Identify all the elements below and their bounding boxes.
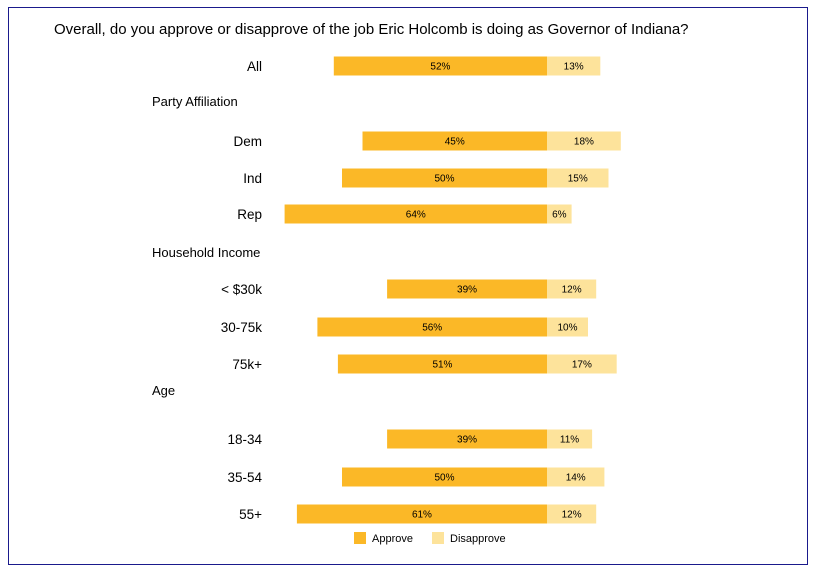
approve-bar <box>317 317 547 337</box>
disapprove-bar <box>547 204 572 224</box>
approve-bar <box>284 204 547 224</box>
legend-swatch-approve <box>354 532 366 544</box>
group-label: Household Income <box>152 245 260 260</box>
disapprove-bar <box>547 317 588 337</box>
approve-bar <box>342 168 547 188</box>
disapprove-value-label: 13% <box>564 62 584 73</box>
approve-value-label: 50% <box>434 174 454 185</box>
approve-value-label: 61% <box>412 510 432 521</box>
approve-bar <box>296 504 547 524</box>
group-label: Age <box>152 383 175 398</box>
category-label: < $30k <box>221 282 262 297</box>
category-label: 35-54 <box>227 470 262 485</box>
category-label: 30-75k <box>221 320 263 335</box>
legend-label-approve: Approve <box>372 533 413 545</box>
category-label: 75k+ <box>232 357 262 372</box>
category-label: 55+ <box>239 507 262 522</box>
disapprove-value-label: 15% <box>568 174 588 185</box>
disapprove-bar <box>547 504 597 524</box>
disapprove-value-label: 18% <box>574 137 594 148</box>
disapprove-value-label: 12% <box>562 285 582 296</box>
legend-swatch-disapprove <box>432 532 444 544</box>
approve-value-label: 39% <box>457 435 477 446</box>
disapprove-bar <box>547 354 617 374</box>
approve-value-label: 50% <box>434 473 454 484</box>
disapprove-bar <box>547 56 601 76</box>
disapprove-bar <box>547 168 609 188</box>
approve-bar <box>362 131 547 151</box>
category-label: 18-34 <box>227 432 262 447</box>
group-label: Party Affiliation <box>152 94 238 109</box>
legend-label-disapprove: Disapprove <box>450 533 506 545</box>
disapprove-bar <box>547 467 605 487</box>
approve-value-label: 56% <box>422 323 442 334</box>
disapprove-value-label: 17% <box>572 360 592 371</box>
disapprove-bar <box>547 131 621 151</box>
approve-bar <box>342 467 547 487</box>
approve-value-label: 52% <box>430 62 450 73</box>
chart-frame <box>8 7 808 565</box>
disapprove-value-label: 12% <box>562 510 582 521</box>
approve-bar <box>387 429 547 449</box>
approve-value-label: 39% <box>457 285 477 296</box>
disapprove-bar <box>547 279 597 299</box>
approve-value-label: 64% <box>406 210 426 221</box>
disapprove-bar <box>547 429 593 449</box>
disapprove-value-label: 11% <box>560 435 579 446</box>
approve-value-label: 51% <box>432 360 452 371</box>
category-label: Dem <box>233 134 262 149</box>
disapprove-value-label: 6% <box>552 210 567 221</box>
approve-bar <box>387 279 547 299</box>
disapprove-value-label: 10% <box>557 323 577 334</box>
category-label: All <box>247 59 262 74</box>
approve-bar <box>337 354 547 374</box>
chart-title: Overall, do you approve or disapprove of… <box>54 21 689 38</box>
category-label: Rep <box>237 207 262 222</box>
approve-bar <box>333 56 547 76</box>
category-label: Ind <box>243 171 262 186</box>
disapprove-value-label: 14% <box>566 473 586 484</box>
approve-value-label: 45% <box>445 137 465 148</box>
